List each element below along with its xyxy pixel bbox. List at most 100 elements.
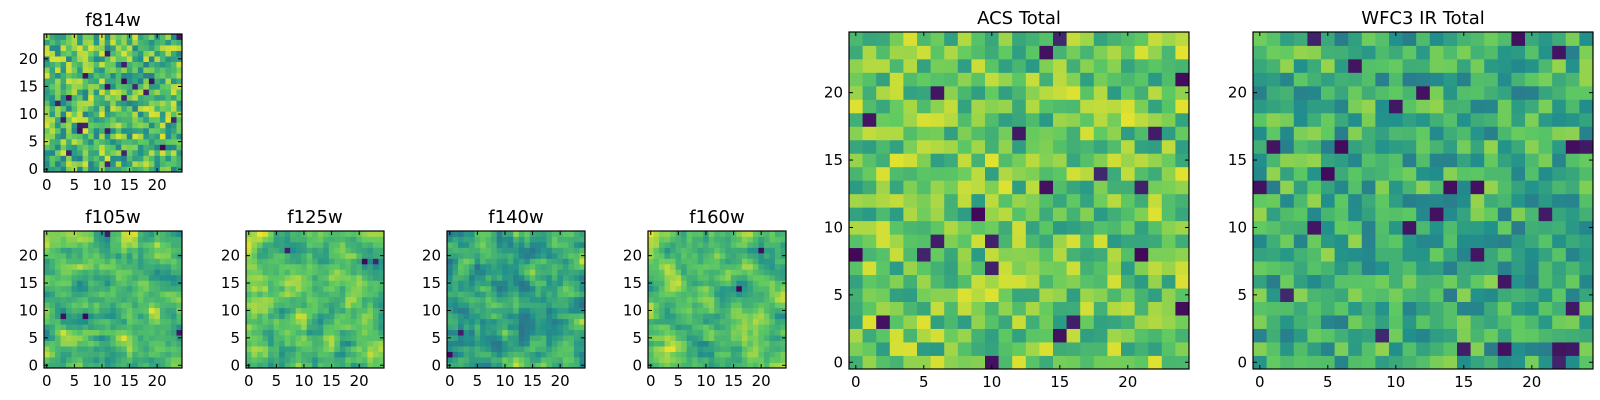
heatmap-cell xyxy=(452,247,459,254)
heatmap-cell xyxy=(681,291,688,298)
heatmap-cell xyxy=(262,269,269,276)
heatmap-cell xyxy=(317,324,324,331)
heatmap-cell xyxy=(1066,112,1081,127)
heatmap-cell xyxy=(540,231,547,237)
heatmap-cell xyxy=(137,50,144,57)
heatmap-cell xyxy=(1375,355,1390,370)
heatmap-cell xyxy=(82,39,89,46)
heatmap-cell xyxy=(77,160,84,167)
heatmap-cell xyxy=(1334,72,1349,87)
heatmap-cell xyxy=(1416,58,1431,73)
heatmap-cell xyxy=(126,274,133,281)
heatmap-cell xyxy=(154,72,161,79)
heatmap-cell xyxy=(350,231,357,237)
heatmap-cell xyxy=(1107,58,1122,73)
heatmap-cell xyxy=(262,280,269,287)
heatmap-cell xyxy=(1511,126,1526,141)
heatmap-cell xyxy=(463,258,470,265)
heatmap-cell xyxy=(121,302,128,309)
y-tick-label: 0 xyxy=(833,353,843,371)
heatmap-cell xyxy=(77,291,84,298)
heatmap-cell xyxy=(849,112,863,127)
heatmap-cell xyxy=(546,307,553,314)
heatmap-cell xyxy=(513,274,520,281)
heatmap-cell xyxy=(1121,301,1135,316)
heatmap-cell xyxy=(502,247,509,254)
heatmap-cell xyxy=(132,274,139,281)
heatmap-cell xyxy=(82,318,89,325)
heatmap-cell xyxy=(568,362,575,369)
heatmap-cell xyxy=(944,99,959,114)
heatmap-cell xyxy=(1416,85,1431,100)
heatmap-cell xyxy=(1579,180,1594,195)
heatmap-cell xyxy=(257,236,263,243)
heatmap-cell xyxy=(1457,126,1471,141)
heatmap-cell xyxy=(110,362,117,369)
heatmap-cell xyxy=(697,362,704,369)
heatmap-cell xyxy=(469,329,475,336)
heatmap-cell xyxy=(971,180,986,195)
heatmap-cell xyxy=(1416,72,1431,87)
heatmap-cell xyxy=(758,252,765,259)
heatmap-cell xyxy=(496,247,503,254)
heatmap-cell xyxy=(1134,220,1149,235)
heatmap-cell xyxy=(524,351,531,358)
heatmap-cell xyxy=(1253,32,1267,46)
heatmap-cell xyxy=(692,269,699,276)
heatmap-cell xyxy=(49,296,56,303)
heatmap-cell xyxy=(176,100,183,107)
heatmap-cell xyxy=(1579,315,1594,329)
heatmap-cell xyxy=(88,100,95,107)
heatmap-cell xyxy=(985,139,999,154)
heatmap-cell xyxy=(518,351,525,358)
heatmap-cell xyxy=(1066,328,1081,343)
heatmap-cell xyxy=(957,45,972,60)
heatmap-cell xyxy=(367,236,374,243)
heatmap-cell xyxy=(985,126,999,141)
heatmap-cell xyxy=(692,247,699,254)
heatmap-cell xyxy=(268,247,274,254)
heatmap-cell xyxy=(1497,315,1512,329)
heatmap-cell xyxy=(257,231,263,237)
heatmap-cell xyxy=(741,307,748,314)
heatmap-cell xyxy=(71,61,78,68)
heatmap-cell xyxy=(110,318,117,325)
heatmap-cell xyxy=(49,274,56,281)
heatmap-cell xyxy=(55,324,61,331)
heatmap-cell xyxy=(1389,315,1403,329)
heatmap-cell xyxy=(491,302,498,309)
heatmap-cell xyxy=(491,285,498,292)
heatmap-cell xyxy=(1525,126,1539,141)
heatmap-cell xyxy=(903,72,918,87)
heatmap-cell xyxy=(93,241,100,248)
heatmap-cell xyxy=(1348,112,1363,127)
heatmap-cell xyxy=(1161,45,1176,60)
heatmap-cell xyxy=(77,133,84,140)
heatmap-cell xyxy=(579,346,586,352)
heatmap-cell xyxy=(99,83,106,90)
heatmap-cell xyxy=(361,296,368,303)
heatmap-cell xyxy=(1334,153,1349,168)
heatmap-cell xyxy=(1361,58,1376,73)
heatmap-cell xyxy=(1293,342,1308,356)
heatmap-cell xyxy=(312,258,319,265)
heatmap-cell xyxy=(480,263,487,270)
heatmap-cell xyxy=(1484,166,1499,181)
heatmap-cell xyxy=(763,269,770,276)
heatmap-cell xyxy=(524,291,531,298)
heatmap-cell xyxy=(1161,72,1176,87)
heatmap-cell xyxy=(1039,261,1054,276)
heatmap-cell xyxy=(350,335,357,341)
heatmap-cell xyxy=(551,285,558,292)
heatmap-cell xyxy=(1348,85,1363,100)
heatmap-cell xyxy=(170,269,177,276)
heatmap-cell xyxy=(763,351,770,358)
heatmap-cell xyxy=(1579,193,1594,208)
heatmap-cell xyxy=(763,252,770,259)
heatmap-cell xyxy=(546,291,553,298)
heatmap-cell xyxy=(1402,99,1417,114)
heatmap-cell xyxy=(524,357,531,363)
heatmap-cell xyxy=(736,269,743,276)
heatmap-cell xyxy=(93,133,100,140)
heatmap-cell xyxy=(849,328,863,343)
